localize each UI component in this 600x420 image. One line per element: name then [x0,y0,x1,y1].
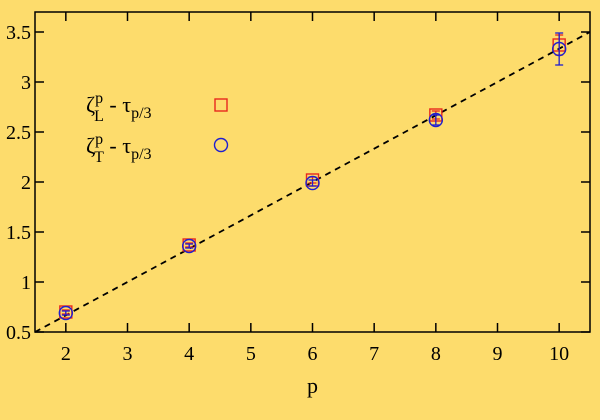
data-point-circle [305,175,320,191]
y-tick-label: 2 [21,172,31,194]
x-tick-label: 10 [549,343,569,365]
legend-label: ζp L - τp/3 [86,90,152,125]
data-point-circle [58,305,74,321]
y-tick-label: 3 [21,72,31,94]
ticks-layer [35,12,590,333]
x-tick-label: 9 [493,343,503,365]
x-tick-label: 4 [184,343,194,365]
y-tick-label: 2.5 [6,122,31,144]
x-axis-label: p [307,373,318,398]
legend: ζp L - τp/3 ζp T - τp/3 [86,90,229,166]
x-tick-label: 6 [308,343,318,365]
x-tick-label: 3 [123,343,133,365]
data-point-circle [428,112,444,128]
y-tick-label: 1.5 [6,222,31,244]
y-tick-label: 1 [21,272,31,294]
data-point-circle [181,238,197,254]
legend-marker-circle [213,137,229,153]
x-tick-labels: 2 3 4 5 6 7 8 9 10 [61,343,569,365]
y-tick-labels: 0.5 1 1.5 2 2.5 3 3.5 [6,22,31,344]
x-tick-label: 2 [61,343,71,365]
data-points-layer [58,32,567,321]
y-tick-label: 3.5 [6,22,31,44]
data-point-circle [551,41,567,57]
y-tick-label: 0.5 [6,322,31,344]
x-tick-label: 7 [369,343,379,365]
legend-label: ζp T - τp/3 [86,131,152,166]
x-tick-label: 5 [246,343,256,365]
plot-frame [34,11,591,333]
x-tick-label: 8 [431,343,441,365]
legend-marker-square [214,98,228,112]
